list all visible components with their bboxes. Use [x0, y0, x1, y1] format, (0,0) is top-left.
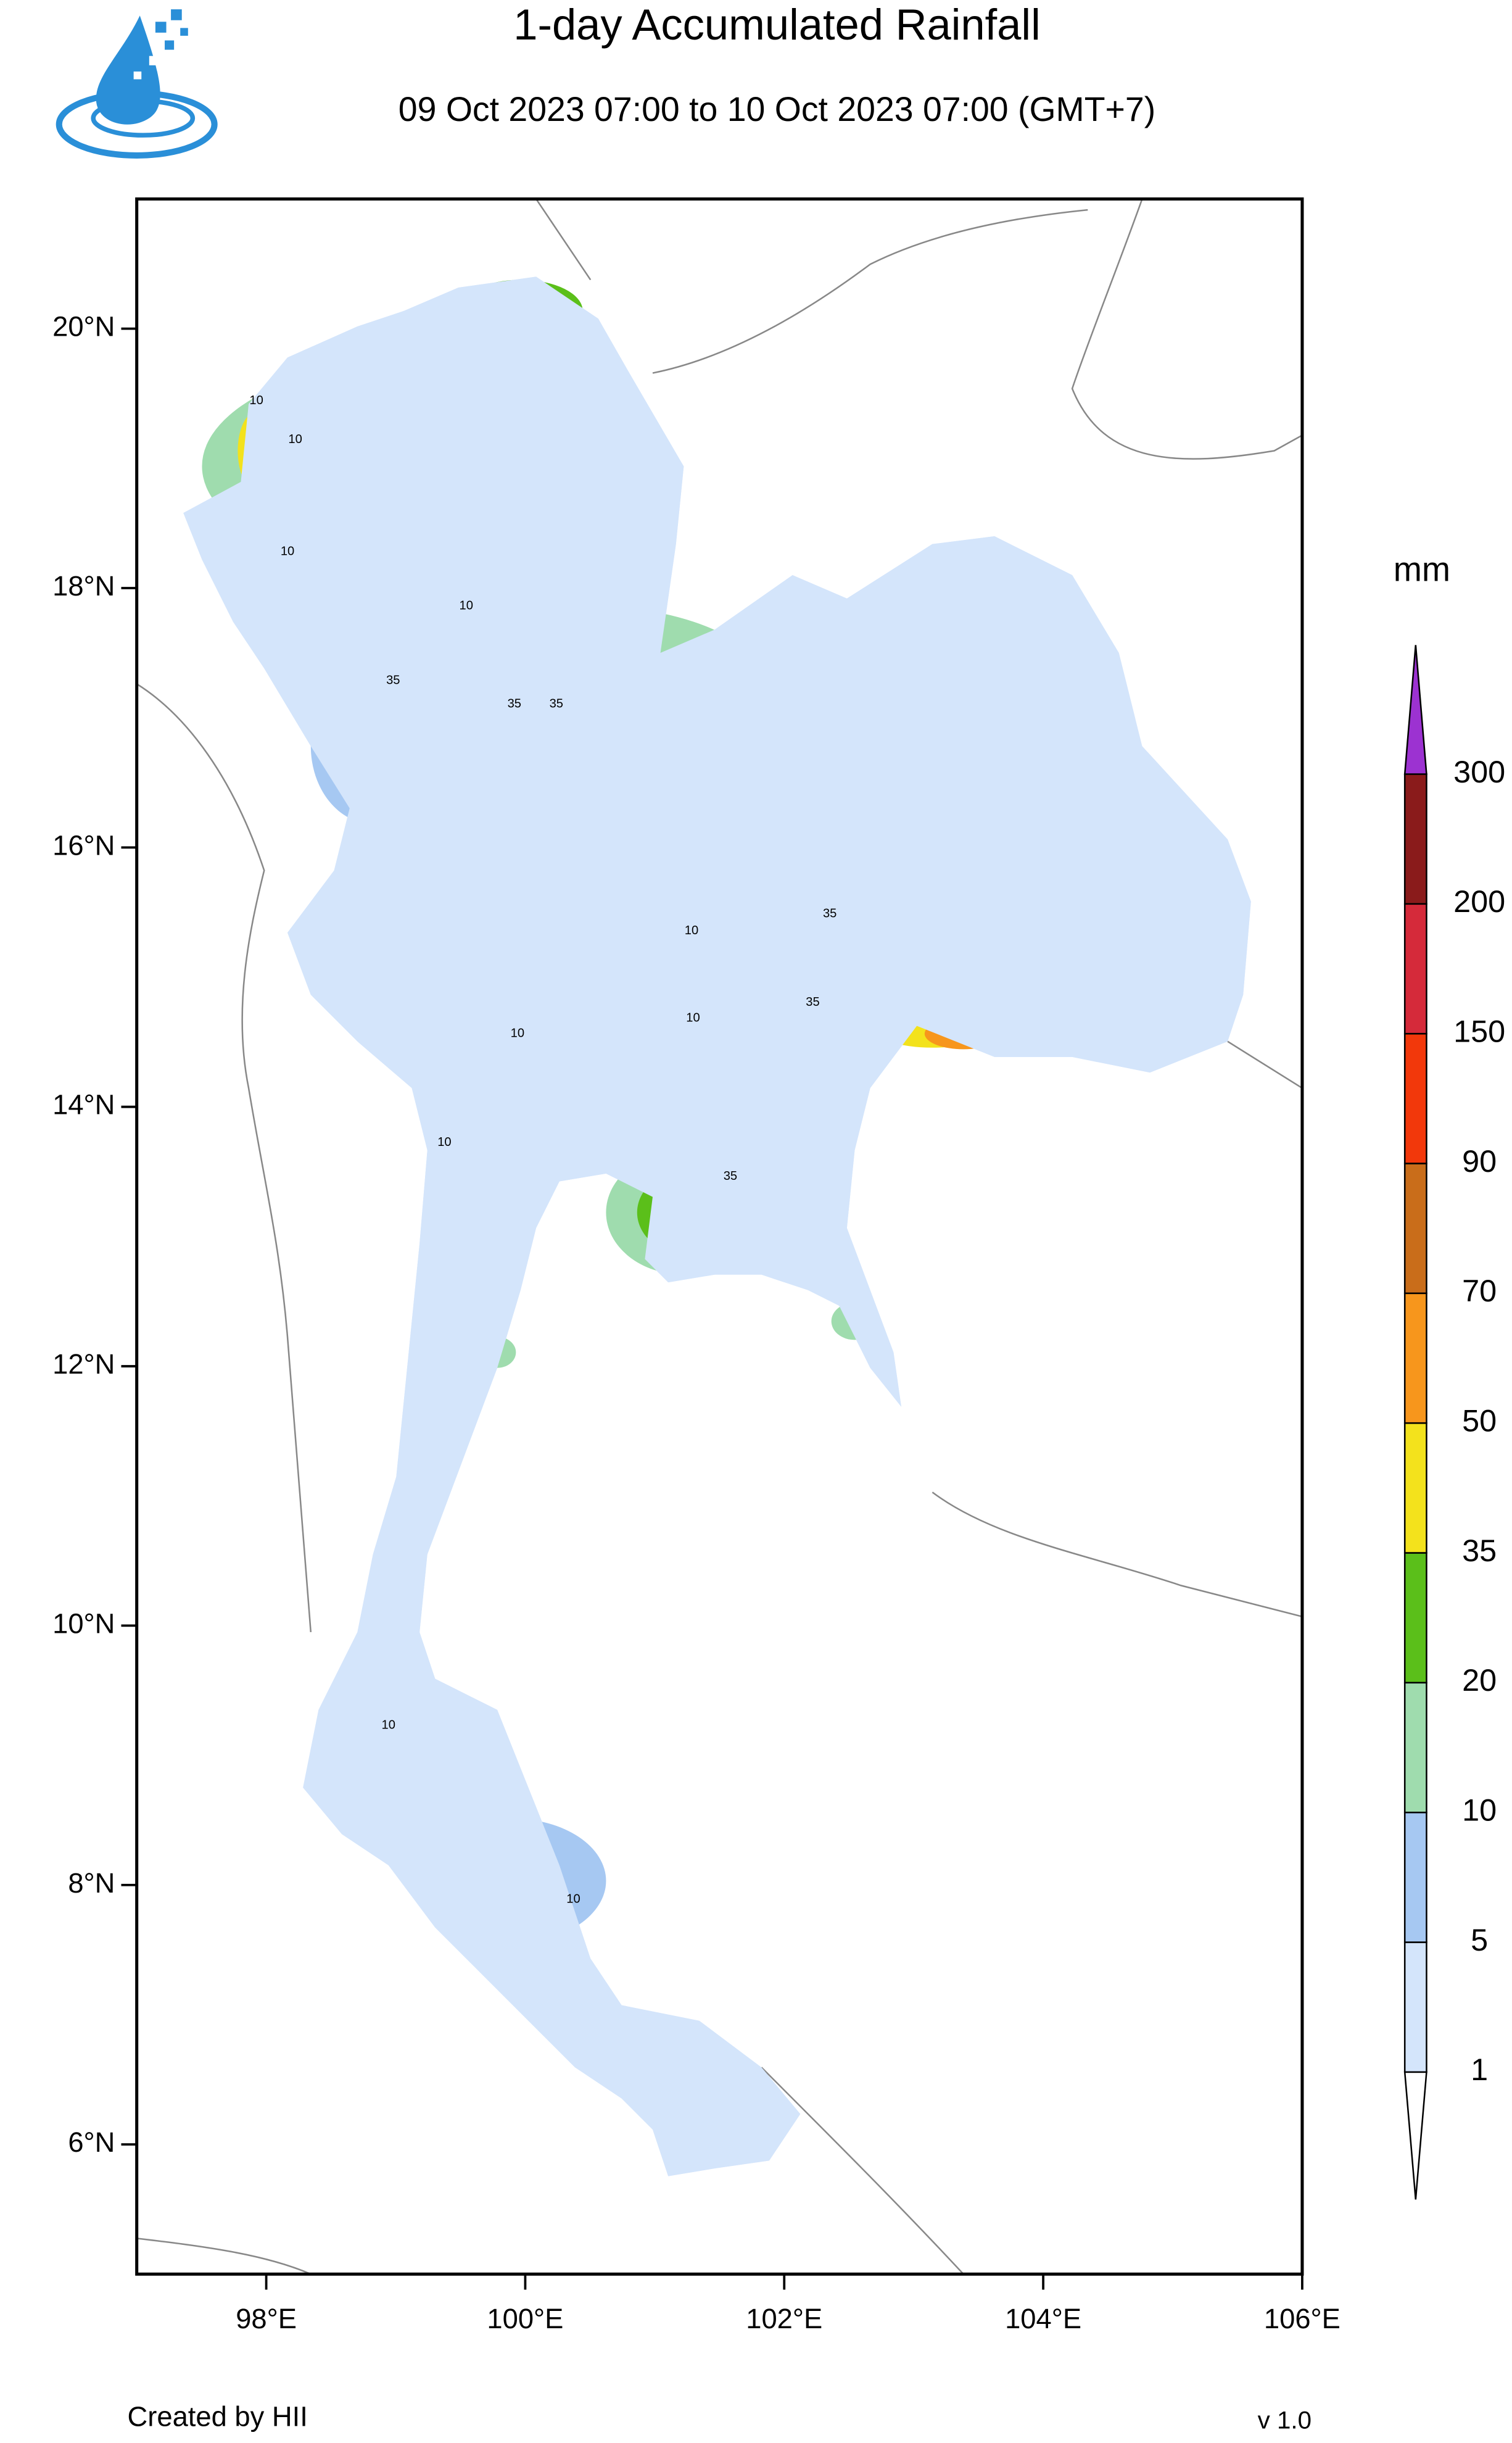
colorbar-label: 10	[1462, 1792, 1497, 1827]
y-tick-label: 14°N	[52, 1089, 115, 1121]
y-tick-label: 10°N	[52, 1607, 115, 1639]
colorbar-label: 150	[1453, 1013, 1505, 1048]
contour-label: 10	[382, 1718, 395, 1732]
colorbar-label: 5	[1471, 1922, 1488, 1957]
colorbar-box	[1403, 1163, 1427, 1295]
contour-label: 10	[437, 1135, 451, 1149]
colorbar: mm 1 5 10 20 35 50 70 90 150 200 300	[1394, 550, 1505, 2200]
title: 1-day Accumulated Rainfall	[513, 0, 1041, 49]
subtitle: 09 Oct 2023 07:00 to 10 Oct 2023 07:00 (…	[399, 90, 1155, 128]
x-tick-label: 106°E	[1264, 2303, 1341, 2334]
y-tick-label: 12°N	[52, 1348, 115, 1380]
colorbar-unit: mm	[1394, 550, 1450, 589]
footer-left: Created by HII	[128, 2401, 308, 2433]
colorbar-box	[1403, 1552, 1427, 1684]
colorbar-over	[1403, 645, 1427, 775]
x-tick-label: 98°E	[236, 2303, 297, 2334]
contour-label: 10	[460, 599, 473, 613]
contour-label: 10	[249, 394, 263, 407]
colorbar-label: 300	[1453, 754, 1505, 789]
colorbar-box	[1403, 1292, 1427, 1424]
contour-label: 10	[511, 1026, 524, 1040]
map-frame	[135, 197, 1304, 2276]
footer-right: v 1.0	[1258, 2406, 1312, 2434]
y-tick-label: 8°N	[68, 1867, 115, 1899]
colorbar-box	[1403, 1032, 1427, 1164]
contour-label: 10	[685, 924, 698, 937]
colorbar-label: 1	[1471, 2052, 1488, 2087]
colorbar-under	[1403, 2071, 1427, 2200]
contour-label: 10	[566, 1893, 580, 1906]
y-tick-label: 6°N	[68, 2126, 115, 2158]
colorbar-box	[1403, 903, 1427, 1035]
colorbar-box	[1403, 1941, 1427, 2073]
contour-label: 35	[550, 697, 563, 710]
contour-label: 35	[386, 674, 400, 687]
contour-label: 35	[806, 995, 819, 1009]
y-tick-label: 18°N	[52, 570, 115, 602]
colorbar-label: 50	[1462, 1403, 1497, 1438]
contour-label: 10	[288, 433, 302, 446]
colorbar-box	[1403, 773, 1427, 905]
colorbar-label: 70	[1462, 1273, 1497, 1308]
colorbar-label: 20	[1462, 1662, 1497, 1698]
x-tick-label: 102°E	[746, 2303, 822, 2334]
y-tick-label: 16°N	[52, 829, 115, 861]
colorbar-box	[1403, 1811, 1427, 1943]
contour-label: 10	[686, 1011, 700, 1024]
logo	[56, 9, 218, 159]
map: 10 10 35 10 35 10 35 35 10 35 10 10 10 10 35 10	[135, 197, 1304, 2276]
colorbar-box	[1403, 1422, 1427, 1554]
colorbar-label: 35	[1462, 1533, 1497, 1568]
colorbar-label: 200	[1453, 884, 1505, 919]
contour-label: 35	[823, 907, 837, 921]
contour-label: 10	[281, 545, 294, 558]
x-tick-label: 104°E	[1005, 2303, 1081, 2334]
contour-labels: 10 10 35 10 35 10 35 35 10 35 10 10 10 10 35 10	[249, 394, 837, 1906]
colorbar-box	[1403, 1682, 1427, 1814]
x-tick-label: 100°E	[487, 2303, 563, 2334]
contour-label: 35	[724, 1169, 737, 1183]
contour-label: 35	[508, 697, 521, 710]
axes: 98°E 100°E 102°E 104°E 106°E 6°N 8°N 10°N 12°N 14…	[52, 311, 1341, 2334]
colorbar-label: 90	[1462, 1143, 1497, 1179]
y-tick-label: 20°N	[52, 311, 115, 342]
